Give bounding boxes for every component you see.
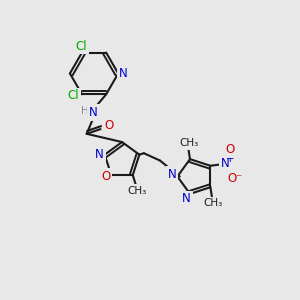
Text: O: O	[101, 170, 111, 183]
Text: N: N	[89, 106, 98, 119]
Text: N: N	[182, 192, 191, 206]
Text: +: +	[226, 154, 234, 164]
Text: O: O	[104, 119, 113, 132]
Text: CH₃: CH₃	[179, 138, 198, 148]
Text: N: N	[221, 157, 230, 169]
Text: CH₃: CH₃	[128, 186, 147, 196]
Text: N: N	[119, 67, 128, 80]
Text: O: O	[228, 172, 237, 185]
Text: Cl: Cl	[67, 89, 79, 102]
Text: ⁻: ⁻	[236, 172, 242, 185]
Text: H: H	[81, 106, 89, 116]
Text: CH₃: CH₃	[204, 198, 223, 208]
Text: O: O	[226, 143, 235, 156]
Text: N: N	[168, 168, 176, 181]
Text: N: N	[95, 148, 104, 161]
Text: Cl: Cl	[76, 40, 87, 52]
